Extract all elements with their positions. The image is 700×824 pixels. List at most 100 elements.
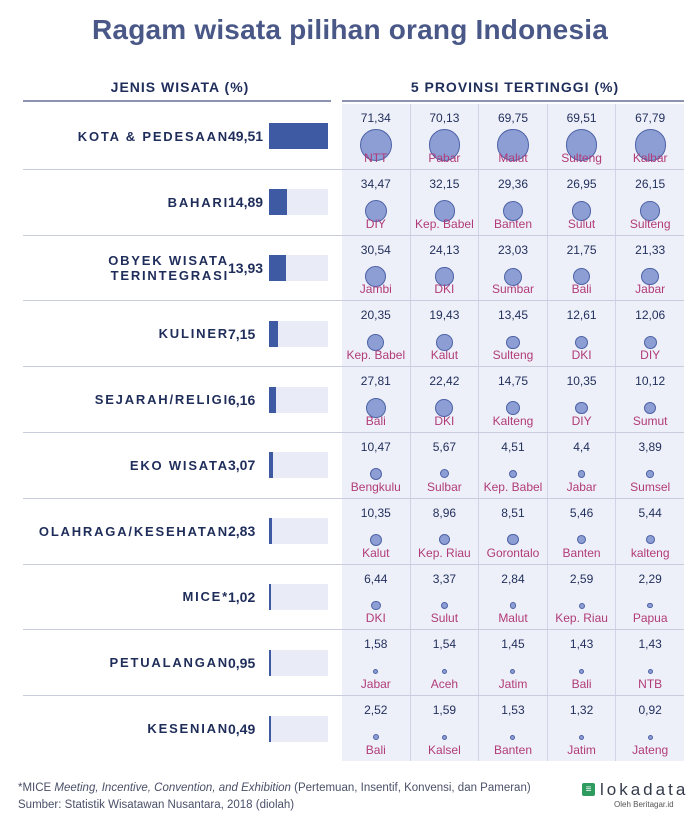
province-cell: 2,59 Kep. Riau xyxy=(548,564,617,630)
province-bubble xyxy=(578,602,585,609)
province-bubble xyxy=(647,734,653,740)
province-bubble xyxy=(369,533,382,546)
province-cell: 30,54 Jambi xyxy=(342,235,411,301)
province-name-label: Sulteng xyxy=(492,348,534,363)
province-cell: 70,13 Pabar xyxy=(411,104,480,169)
province-value-label: 2,84 xyxy=(501,571,525,586)
province-name-label: Jabar xyxy=(360,677,391,692)
province-bubble xyxy=(577,469,586,478)
province-bubble xyxy=(373,668,379,674)
province-name-label: Bengkulu xyxy=(350,479,401,494)
province-value-label: 30,54 xyxy=(360,242,391,257)
province-bubble xyxy=(640,201,660,221)
province-cell: 10,12 Sumut xyxy=(616,367,684,432)
chart-rows: KOTA & PEDESAAN 49,51 71,34 NTT 70,13 Pabar 69… xyxy=(0,104,700,761)
province-name-label: DKI xyxy=(434,413,455,428)
province-cell: 71,34 NTT xyxy=(342,104,411,169)
province-cell: 10,35 DIY xyxy=(548,367,617,432)
category-label: KULINER xyxy=(158,326,229,342)
category-row: KOTA & PEDESAAN 49,51 71,34 NTT 70,13 Pabar 69… xyxy=(23,104,684,170)
province-name-label: Gorontalo xyxy=(486,545,540,560)
province-value-label: 5,44 xyxy=(638,505,662,520)
province-cell: 2,29 Papua xyxy=(616,565,684,630)
province-bubble xyxy=(565,129,598,161)
province-name-label: NTB xyxy=(638,677,663,692)
bar xyxy=(269,452,273,479)
province-panel: 71,34 NTT 70,13 Pabar 69,75 Malut 69,51 Sulteng… xyxy=(342,104,684,169)
province-name-label: Aceh xyxy=(430,677,459,692)
province-value-label: 5,67 xyxy=(432,439,457,454)
province-cell: 1,54 Aceh xyxy=(411,630,480,696)
category-value-label: 2,83 xyxy=(228,523,256,540)
province-value-label: 6,44 xyxy=(364,571,388,586)
province-name-label: Bali xyxy=(365,742,386,757)
category-value-label: 0,95 xyxy=(228,654,256,671)
category-label: KESENIAN xyxy=(147,721,229,737)
province-value-label: 5,46 xyxy=(569,505,594,520)
province-value-label: 2,29 xyxy=(638,571,662,586)
province-value-label: 4,4 xyxy=(573,439,590,454)
province-name-label: Kep. Babel xyxy=(346,348,406,363)
province-value-label: 3,37 xyxy=(432,571,457,586)
province-bubble xyxy=(365,398,386,419)
province-value-label: 69,75 xyxy=(497,111,528,125)
province-name-label: Kep. Riau xyxy=(555,611,608,626)
province-value-label: 29,36 xyxy=(497,176,528,191)
province-bubble xyxy=(647,602,653,609)
province-name-label: Jatim xyxy=(567,742,596,757)
province-cell: 32,15 Kep. Babel xyxy=(411,169,480,235)
province-cell: 1,32 Jatim xyxy=(548,696,617,761)
province-cell: 10,47 Bengkulu xyxy=(342,432,411,498)
province-cell: 2,84 Malut xyxy=(479,564,548,630)
bar xyxy=(269,583,271,610)
province-name-label: Jabar xyxy=(566,479,597,494)
province-value-label: 1,58 xyxy=(364,637,388,652)
province-name-label: DKI xyxy=(365,611,386,626)
category-row: OLAHRAGA/KESEHATAN 2,83 10,35 Kalut 8,96 Kep.… xyxy=(23,498,684,565)
province-bubble xyxy=(505,400,521,416)
category-value-label: 6,16 xyxy=(228,391,256,408)
province-name-label: Sulteng xyxy=(629,216,671,231)
province-bubble xyxy=(433,200,456,222)
province-cell: 26,95 Sulut xyxy=(548,169,617,235)
category-label: OBYEK WISATA TERINTEGRASI xyxy=(108,252,229,283)
province-value-label: 8,51 xyxy=(501,505,525,520)
province-name-label: Jambi xyxy=(359,282,392,297)
bar-track xyxy=(269,715,328,742)
province-name-label: Malut xyxy=(498,150,528,165)
bar-track xyxy=(269,189,328,216)
province-bubble xyxy=(428,129,461,161)
province-cell: 20,35 Kep. Babel xyxy=(342,301,411,367)
province-name-label: Sulut xyxy=(567,216,596,231)
province-panel: 10,47 Bengkulu 5,67 Sulbar 4,51 Kep. Babel 4,4… xyxy=(342,432,684,498)
province-bubble xyxy=(575,402,588,415)
province-name-label: Bali xyxy=(571,282,592,297)
province-value-label: 69,51 xyxy=(566,111,597,125)
province-name-label: kalteng xyxy=(630,545,670,560)
province-bubble xyxy=(435,399,454,418)
province-cell: 1,58 Jabar xyxy=(342,630,411,696)
bar xyxy=(269,518,273,545)
province-bubble xyxy=(634,129,666,161)
province-name-label: DIY xyxy=(365,216,386,231)
province-value-label: 24,13 xyxy=(429,242,460,257)
category-value-label: 14,89 xyxy=(228,194,264,211)
province-value-label: 1,32 xyxy=(569,703,594,718)
province-bubble xyxy=(440,602,448,610)
province-cell: 13,45 Sulteng xyxy=(479,301,548,367)
province-value-label: 26,15 xyxy=(635,176,666,191)
category-value-label: 1,02 xyxy=(228,588,256,605)
category-value-label: 0,49 xyxy=(228,720,256,737)
province-panel: 20,35 Kep. Babel 19,43 Kalut 13,45 Sulteng 12,… xyxy=(342,301,684,367)
bar-track xyxy=(269,518,328,545)
bar xyxy=(269,320,278,347)
bar-track xyxy=(269,386,328,413)
province-value-label: 1,43 xyxy=(569,637,594,652)
province-cell: 5,44 kalteng xyxy=(616,499,684,564)
province-cell: 34,47 DIY xyxy=(342,169,411,235)
province-bubble xyxy=(643,335,657,349)
footnote-mice: *MICE Meeting, Incentive, Convention, an… xyxy=(18,782,531,794)
province-name-label: Kalsel xyxy=(428,742,461,757)
province-cell: 8,51 Gorontalo xyxy=(479,498,548,564)
header-provinces: 5 PROVINSI TERTINGGI (%) xyxy=(410,79,620,95)
